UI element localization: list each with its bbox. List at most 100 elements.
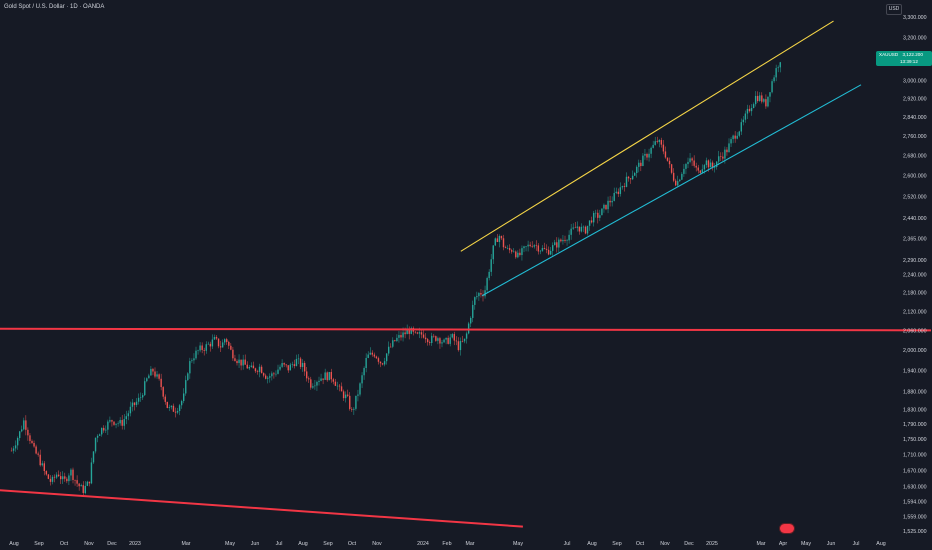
price-tick-label: 1,525.000: [903, 529, 927, 535]
candle-body: [342, 391, 345, 399]
candle-body: [236, 361, 238, 364]
time-tick-label: 2023: [129, 541, 141, 547]
currency-button[interactable]: USD: [886, 4, 902, 15]
candle-body: [164, 396, 166, 402]
time-tick-label: Nov: [372, 541, 382, 547]
candle-body: [439, 338, 441, 344]
support-line[interactable]: [0, 327, 932, 332]
candle-body: [27, 429, 29, 436]
candle-body: [408, 329, 410, 334]
candle-body: [326, 372, 328, 381]
candle-body: [388, 346, 390, 354]
candle-body: [523, 246, 525, 249]
candle-body: [265, 375, 267, 379]
candle-body: [713, 166, 716, 168]
candle-body: [375, 356, 378, 359]
candle-body: [232, 349, 234, 359]
candle-body: [262, 373, 265, 376]
candle-body: [437, 338, 439, 341]
candle-body: [281, 363, 283, 367]
price-tick-label: 2,365.000: [903, 237, 927, 243]
candle-body: [660, 140, 663, 145]
candle-body: [142, 395, 144, 398]
candle-body: [289, 364, 291, 371]
time-tick-label: 2025: [706, 541, 718, 547]
price-tag-countdown: 13:39:12: [900, 59, 918, 64]
candle-body: [420, 332, 423, 335]
candle-body: [211, 339, 214, 347]
candle-body: [283, 363, 285, 365]
candle-body: [55, 474, 58, 478]
candle-body: [552, 245, 554, 251]
candle-body: [527, 244, 529, 247]
candle-body: [29, 435, 31, 441]
support-line[interactable]: [0, 489, 523, 528]
candle-body: [470, 317, 472, 324]
candle-body: [429, 342, 431, 343]
candle-body: [135, 401, 138, 405]
candle-body: [750, 107, 753, 112]
candle-body: [508, 248, 511, 251]
candle-body: [656, 141, 658, 143]
candle-body: [351, 408, 353, 410]
candle-body: [754, 95, 757, 105]
price-tick-label: 2,000.000: [903, 348, 927, 354]
channel-line[interactable]: [481, 84, 862, 297]
candle-body: [652, 144, 654, 148]
candle-body: [168, 407, 171, 408]
candle-body: [152, 368, 154, 372]
candle-body: [711, 162, 714, 168]
candle-body: [293, 364, 296, 367]
candle-body: [150, 368, 152, 376]
candle-body: [724, 149, 726, 159]
channel-line[interactable]: [460, 20, 834, 252]
candle-body: [156, 374, 158, 377]
candle-body: [640, 162, 642, 167]
candle-body: [310, 379, 312, 388]
candle-body: [295, 358, 298, 367]
candle-body: [373, 354, 376, 357]
price-tick-label: 2,120.000: [903, 309, 927, 315]
candle-body: [398, 335, 400, 338]
candle-body: [242, 359, 244, 366]
candle-body: [742, 119, 745, 123]
candle-body: [338, 385, 341, 387]
tradingview-logo-icon[interactable]: [780, 524, 794, 533]
candle-body: [90, 462, 93, 484]
candle-body: [226, 339, 228, 342]
price-tick-label: 1,559.000: [903, 514, 927, 520]
candle-body: [125, 416, 127, 420]
candle-body: [718, 156, 720, 162]
price-tick-label: 3,200.000: [903, 35, 927, 41]
candle-body: [127, 413, 130, 417]
time-tick-label: Aug: [298, 541, 307, 547]
candle-body: [467, 323, 470, 334]
candle-body: [78, 483, 80, 487]
time-tick-label: Jul: [276, 541, 283, 547]
candle-body: [701, 169, 704, 173]
candle-body: [752, 104, 755, 108]
candle-body: [195, 350, 197, 359]
candle-body: [119, 420, 121, 424]
candle-body: [431, 335, 433, 343]
candle-body: [43, 463, 45, 472]
time-tick-label: Feb: [442, 541, 451, 547]
candle-body: [422, 334, 425, 338]
candle-body: [410, 328, 412, 334]
candle-body: [490, 259, 492, 272]
candle-body: [627, 176, 630, 179]
candle-body: [447, 337, 449, 344]
candle-body: [539, 250, 542, 252]
candle-body: [636, 166, 638, 174]
candle-body: [486, 278, 488, 291]
candle-body: [675, 180, 677, 186]
candle-body: [521, 248, 523, 256]
candle-body: [23, 420, 25, 430]
candle-body: [154, 371, 156, 377]
candle-body: [355, 395, 357, 409]
candle-body: [705, 160, 708, 166]
candle-body: [418, 332, 421, 334]
candle-body: [658, 140, 660, 143]
candle-body: [316, 381, 318, 386]
